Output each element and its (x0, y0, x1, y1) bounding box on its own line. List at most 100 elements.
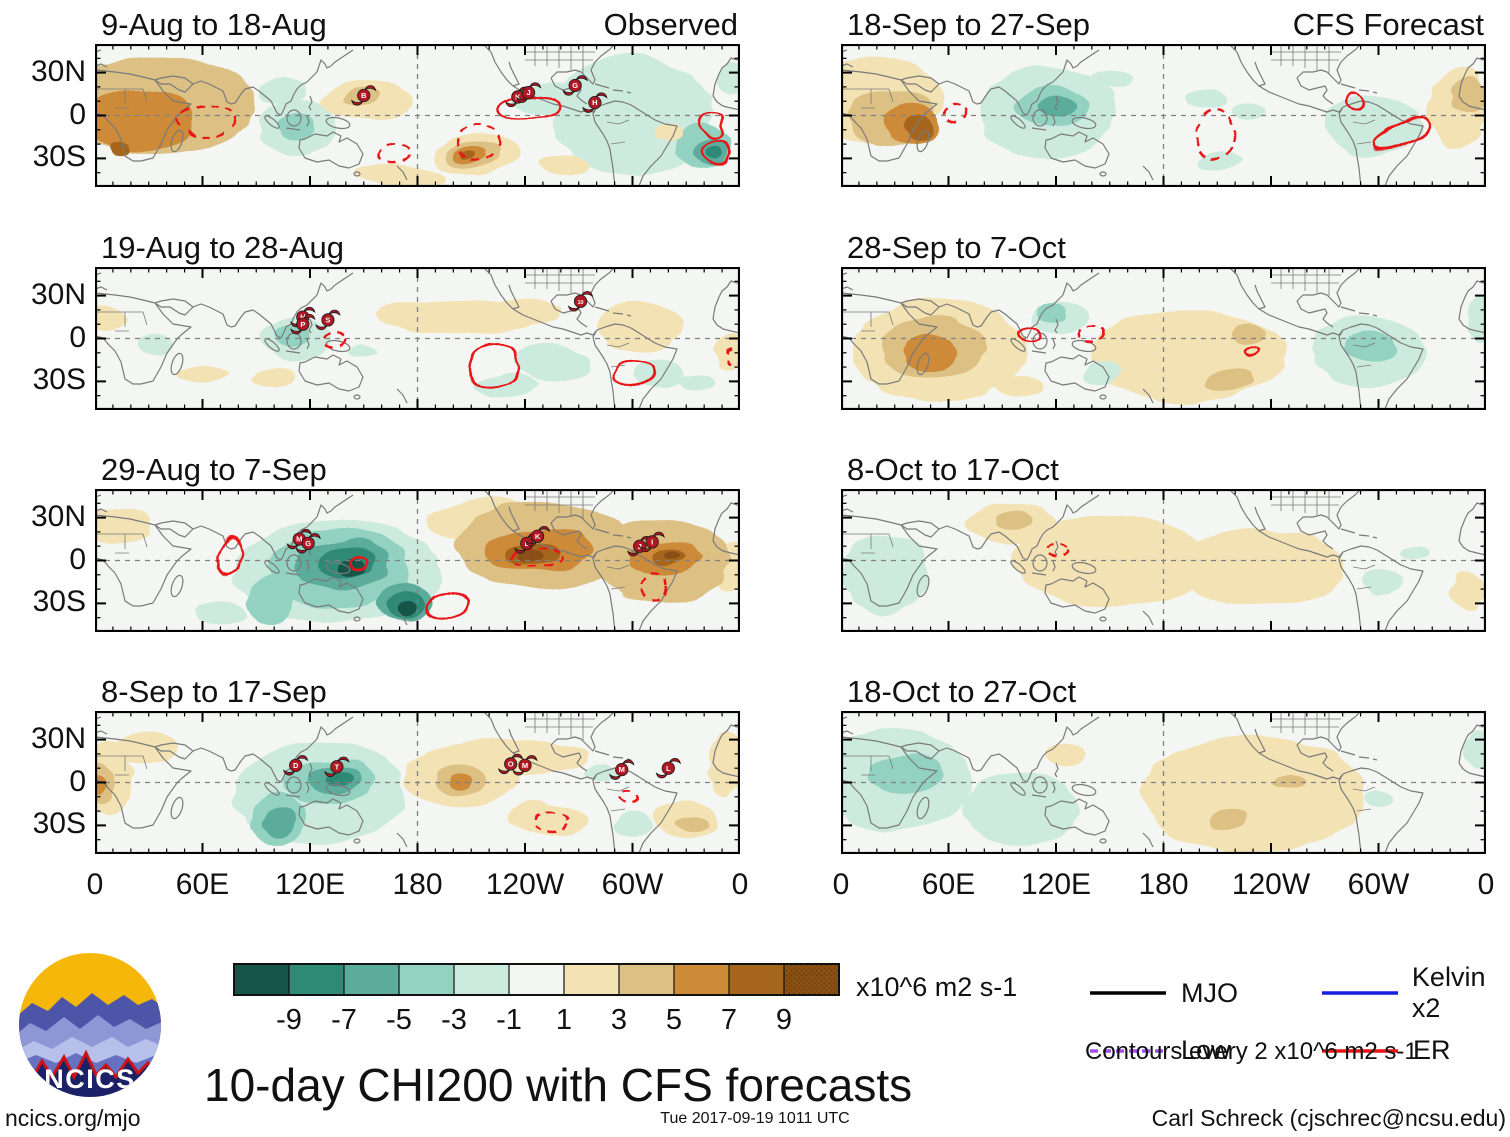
ncics-logo-text: NCICS (44, 1064, 136, 1094)
panel-date-label: 9-Aug to 18-Aug (101, 7, 327, 42)
svg-text:P: P (300, 320, 305, 329)
panel-date-label: 8-Oct to 17-Oct (847, 452, 1059, 487)
panel-source-label: Observed (603, 7, 738, 42)
svg-text:G: G (305, 539, 311, 548)
ncics-logo: NCICS (19, 953, 161, 1097)
panel-date-label: 29-Aug to 7-Sep (101, 452, 327, 487)
legend-label: MJO (1181, 977, 1238, 1008)
map-panel: 8-Oct to 17-Oct (841, 452, 1486, 632)
latitude-axis-label: 30N (30, 54, 86, 88)
coastlines (841, 489, 1486, 632)
latitude-axis-label: 30S (32, 807, 86, 841)
tropical-cyclone-icon: O (498, 753, 524, 775)
latitude-axis-label: 30N (30, 499, 86, 533)
map-panel: 28-Sep to 7-Oct (841, 230, 1486, 410)
longitude-axis-label: 120W (485, 868, 565, 901)
tropical-cyclone-icon: L (655, 758, 681, 779)
map-canvas (841, 44, 1486, 187)
svg-text:H: H (592, 98, 597, 107)
latitude-axis-label: 0 (69, 764, 86, 798)
tropical-cyclone-icon: G (562, 75, 588, 96)
latitude-axis-label: 30S (32, 363, 86, 397)
footer-timestamp: Tue 2017-09-19 1011 UTC (660, 1110, 850, 1127)
latitude-axis-label: 0 (69, 320, 86, 354)
legend-line (1090, 991, 1166, 995)
panel-date-label: 18-Sep to 27-Sep (847, 7, 1091, 42)
svg-text:H: H (300, 313, 305, 322)
coastlines (95, 44, 740, 187)
longitude-axis-label: 60E (175, 868, 230, 901)
tropical-cyclone-icon: S (315, 309, 341, 331)
colorbar-segment (289, 964, 344, 995)
longitude-axis-label: 120E (274, 868, 346, 901)
panel-date-label: 18-Oct to 27-Oct (847, 674, 1077, 709)
tropical-cyclone-icon: I (639, 531, 665, 553)
longitude-axis-label: 120E (1020, 868, 1092, 901)
colorbar-tick-label: 9 (776, 1004, 792, 1036)
svg-text:B: B (361, 91, 367, 100)
units-label: x10^6 m2 s-1 (856, 972, 1018, 1002)
longitude-axis-label: 60W (1347, 868, 1410, 901)
tropical-cyclone-icon: 10 (567, 291, 594, 312)
svg-text:O: O (508, 760, 514, 769)
colorbar-segment (729, 964, 784, 995)
tropical-cyclone-icon: T (324, 756, 350, 777)
coastlines (95, 267, 740, 410)
map-panel: 18-Sep to 27-Sep CFS Forecast (841, 7, 1486, 187)
longitude-axis-label: 120W (1231, 868, 1311, 901)
colorbar-tick-label: -9 (276, 1004, 302, 1036)
figure-title: 10-day CHI200 with CFS forecasts (204, 1059, 913, 1111)
tropical-cyclone-icon: P (290, 314, 316, 335)
legend-item: ER (1320, 1035, 1510, 1066)
tropical-cyclone-icon: M (609, 759, 635, 780)
map-canvas (841, 489, 1486, 632)
colorbar-segment (564, 964, 619, 995)
longitude-axis-label: 0 (86, 868, 104, 901)
coastlines (841, 711, 1486, 854)
legend-item: MJO (1088, 962, 1320, 1024)
colorbar-tick-label: 5 (666, 1004, 682, 1036)
colorbar-segment (509, 964, 564, 995)
map-panel: 8-Sep to 17-Sep D T O M M L (95, 674, 740, 854)
map-canvas: HP S 10 (95, 267, 740, 410)
colorbar-tick-label: 1 (556, 1004, 572, 1036)
tropical-cyclone-icon: H (582, 92, 608, 113)
panel-date-label: 8-Sep to 17-Sep (101, 674, 327, 709)
colorbar-tick-label: 7 (721, 1004, 737, 1036)
footer-credit: Carl Schreck (cjschrec@ncsu.edu) (1151, 1105, 1506, 1131)
latitude-axis-label: 0 (69, 542, 86, 576)
longitude-axis-label: 0 (1477, 868, 1495, 901)
tropical-cyclone-icon: M (512, 755, 538, 776)
colorbar-tick-label: -7 (331, 1004, 357, 1036)
colorbar-tick-label: 3 (611, 1004, 627, 1036)
svg-text:S: S (325, 316, 330, 325)
latitude-axis-label: 30S (32, 585, 86, 619)
legend-item: Kelvin x2 (1320, 962, 1510, 1024)
map-panel: 19-Aug to 28-Aug H P S 10 (95, 230, 740, 410)
tropical-cyclone-icon: D (283, 755, 309, 776)
coastlines (95, 711, 740, 854)
svg-text:M: M (296, 535, 302, 544)
tropical-cyclone-icon: K (524, 526, 551, 547)
legend-line (1322, 1048, 1398, 1053)
coastlines (841, 267, 1486, 410)
colorbar-tick-label: -5 (386, 1004, 412, 1036)
svg-text:D: D (293, 761, 299, 770)
tropical-cyclone-icon: J (515, 82, 542, 103)
map-panel: 9-Aug to 18-Aug Observed B K J G H (95, 7, 740, 187)
colorbar-tick-label: -3 (441, 1004, 467, 1036)
svg-text:G: G (572, 81, 578, 90)
svg-text:L: L (666, 764, 671, 773)
map-canvas (841, 267, 1486, 410)
legend-label: Low (1181, 1035, 1231, 1065)
svg-text:T: T (335, 762, 340, 771)
longitude-axis-label: 60W (601, 868, 664, 901)
legend-item: Low (1088, 1035, 1320, 1066)
contour-note: Contours every 2 x10^6 m2 s-1 (1085, 1038, 1418, 1065)
longitude-axis-label: 0 (731, 868, 749, 901)
colorbar-segment (619, 964, 674, 995)
latitude-axis-label: 30S (32, 140, 86, 174)
colorbar-tick-label: -1 (496, 1004, 522, 1036)
